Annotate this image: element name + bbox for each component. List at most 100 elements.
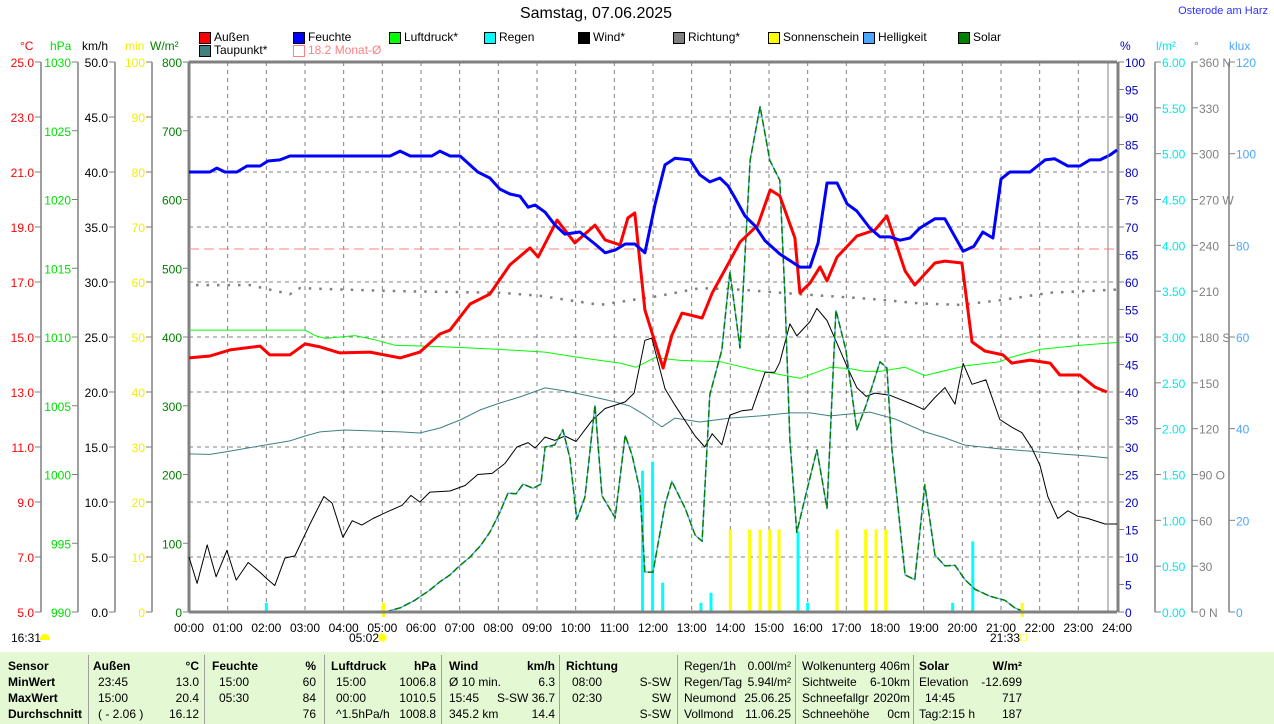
y-tick-label: 270 W — [1199, 194, 1234, 208]
cell-time: 15:00 — [98, 691, 129, 705]
y-tick-label: 1.00 — [1162, 514, 1186, 528]
series-line-solar — [384, 105, 1026, 613]
y-tick-label: 40 — [132, 386, 146, 400]
solar-unit: W/m² — [992, 659, 1022, 673]
cell-value: 20.4 — [175, 691, 199, 705]
new-moon-value: 25.06.25 — [744, 691, 791, 705]
cell-value: 1010.5 — [399, 691, 436, 705]
y-tick-label: 21.0 — [11, 166, 35, 180]
bar-regen — [951, 602, 955, 612]
y-tick-label: 35.0 — [85, 221, 109, 235]
y-tick-label: 25.0 — [85, 331, 109, 345]
solar-day-value: 187 — [1001, 707, 1022, 721]
y-tick-label: 800 — [162, 56, 182, 70]
cell-time: 15:45 — [449, 691, 480, 705]
y-tick-label: 11.0 — [12, 441, 35, 455]
x-tick-label: 07:00 — [445, 621, 475, 635]
y-tick-label: 1010 — [44, 331, 71, 345]
rain-day-value: 5.94l/m² — [747, 675, 791, 689]
visibility-value: 6-10km — [869, 675, 910, 689]
cell-time: ( - 2.06 ) — [98, 707, 144, 721]
y-tick-label: 95 — [1125, 84, 1139, 98]
x-tick-label: 14:00 — [715, 621, 745, 635]
y-tick-label: 15.0 — [85, 441, 109, 455]
y-tick-label: 5.50 — [1162, 102, 1186, 116]
y-tick-label: 20.0 — [85, 386, 109, 400]
x-tick-label: 19:00 — [909, 621, 939, 635]
y-tick-label: 13.0 — [11, 386, 35, 400]
y-tick-label: 60 — [132, 276, 146, 290]
y-tick-label: 60 — [1125, 276, 1139, 290]
legend-label: Feuchte — [308, 30, 352, 44]
x-tick-label: 05:00 — [367, 621, 397, 635]
y-tick-label: 700 — [162, 125, 182, 139]
legend-swatch — [484, 32, 496, 44]
x-tick-label: 03:00 — [290, 621, 320, 635]
row-label-max: MaxWert — [8, 691, 58, 705]
x-tick-label: 02:00 — [251, 621, 281, 635]
column-header: Luftdruck — [331, 659, 387, 673]
y-tick-label: 65 — [1125, 249, 1139, 263]
y-tick-label: 60 — [1236, 331, 1250, 345]
cell-time: 345.2 km — [449, 707, 499, 721]
x-tick-label: 18:00 — [870, 621, 900, 635]
legend-label: Luftdruck* — [404, 30, 459, 44]
legend-label: Taupunkt* — [214, 43, 268, 57]
x-tick-label: 01:00 — [213, 621, 243, 635]
snowline-value: 2020m — [873, 691, 910, 705]
y-tick-label: 25.0 — [11, 56, 35, 70]
cell-time: 23:45 — [98, 675, 129, 689]
cloud-base-label: Wolkenunterg — [802, 659, 876, 673]
cell-time: 05:30 — [219, 691, 250, 705]
x-tick-label: 10:00 — [561, 621, 591, 635]
y-tick-label: 0 — [175, 606, 182, 620]
y-tick-label: 4.00 — [1162, 239, 1186, 253]
new-moon-label: Neumond — [684, 691, 737, 705]
axis-unit-wind: km/h — [82, 39, 108, 53]
cell-value: 6.3 — [538, 675, 555, 689]
x-tick-label: 16:00 — [793, 621, 823, 635]
bar-regen — [699, 602, 703, 612]
y-tick-label: 80 — [132, 166, 146, 180]
x-tick-label: 24:00 — [1102, 621, 1132, 635]
y-tick-label: 300 — [1199, 148, 1219, 162]
y-tick-label: 330 — [1199, 102, 1219, 116]
y-tick-label: 1005 — [44, 400, 71, 414]
axis-unit-temp: °C — [20, 39, 34, 53]
y-tick-label: 0 — [1236, 606, 1243, 620]
series-line-richtung — [196, 283, 1118, 307]
y-tick-label: 40 — [1236, 423, 1250, 437]
divider — [913, 655, 914, 724]
sunset-time: 21:33 — [990, 631, 1021, 645]
y-tick-label: 10 — [132, 551, 146, 565]
cell-time: 00:00 — [336, 691, 367, 705]
cell-value: 13.0 — [175, 675, 199, 689]
x-tick-label: 11:00 — [600, 621, 629, 635]
moon-time: 16:31 — [11, 631, 42, 645]
snowline-label: Schneefallgr — [802, 691, 869, 705]
cell-time: 15:00 — [219, 675, 250, 689]
y-tick-label: 100 — [125, 56, 145, 70]
column-header: Feuchte — [212, 659, 259, 673]
legend-label: 18.2 Monat-Ø — [308, 43, 382, 57]
column-header: Wind — [449, 659, 479, 673]
row-label-avg: Durchschnitt — [8, 707, 83, 721]
y-tick-label: 1030 — [44, 56, 71, 70]
x-tick-label: 13:00 — [677, 621, 707, 635]
axis-unit-klux: klux — [1229, 39, 1250, 53]
table-header-sensor: Sensor — [8, 659, 49, 673]
cell-value: 1008.8 — [399, 707, 436, 721]
legend-label: Wind* — [593, 30, 626, 44]
page-title: Samstag, 07.06.2025 — [519, 5, 673, 22]
cell-value: 84 — [302, 691, 316, 705]
row-label-min: MinWert — [8, 675, 56, 689]
y-tick-label: 45.0 — [85, 111, 109, 125]
y-tick-label: 500 — [162, 262, 182, 276]
y-tick-label: 0.00 — [1162, 606, 1186, 620]
y-tick-label: 0 — [1125, 606, 1132, 620]
sunrise-marker — [381, 603, 385, 617]
column-header: Außen — [93, 659, 131, 673]
y-tick-label: 75 — [1125, 194, 1139, 208]
y-tick-label: 15.0 — [11, 331, 35, 345]
y-tick-label: 55 — [1125, 304, 1139, 318]
